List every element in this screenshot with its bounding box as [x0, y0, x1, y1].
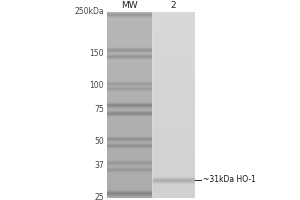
Text: 25: 25: [94, 194, 104, 200]
Text: MW: MW: [121, 1, 138, 10]
Text: 50: 50: [94, 138, 104, 146]
Text: 250kDa: 250kDa: [74, 7, 104, 17]
Text: 100: 100: [89, 82, 104, 90]
Text: ~31kDa HO-1: ~31kDa HO-1: [203, 176, 256, 184]
Text: 150: 150: [89, 48, 104, 58]
Text: 75: 75: [94, 104, 104, 114]
Text: 2: 2: [171, 1, 176, 10]
Text: 37: 37: [94, 162, 104, 170]
